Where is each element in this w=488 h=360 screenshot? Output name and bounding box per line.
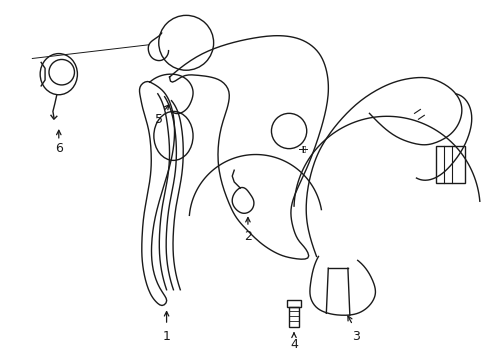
Text: 2: 2 <box>244 230 251 243</box>
Text: 3: 3 <box>351 330 359 343</box>
Bar <box>288 307 298 327</box>
Text: 1: 1 <box>163 330 170 343</box>
Bar <box>435 146 465 183</box>
Bar <box>286 300 300 307</box>
Text: ⓒ: ⓒ <box>301 145 305 152</box>
Text: 6: 6 <box>55 142 62 155</box>
Text: 4: 4 <box>289 338 297 351</box>
Text: 5: 5 <box>154 113 163 126</box>
